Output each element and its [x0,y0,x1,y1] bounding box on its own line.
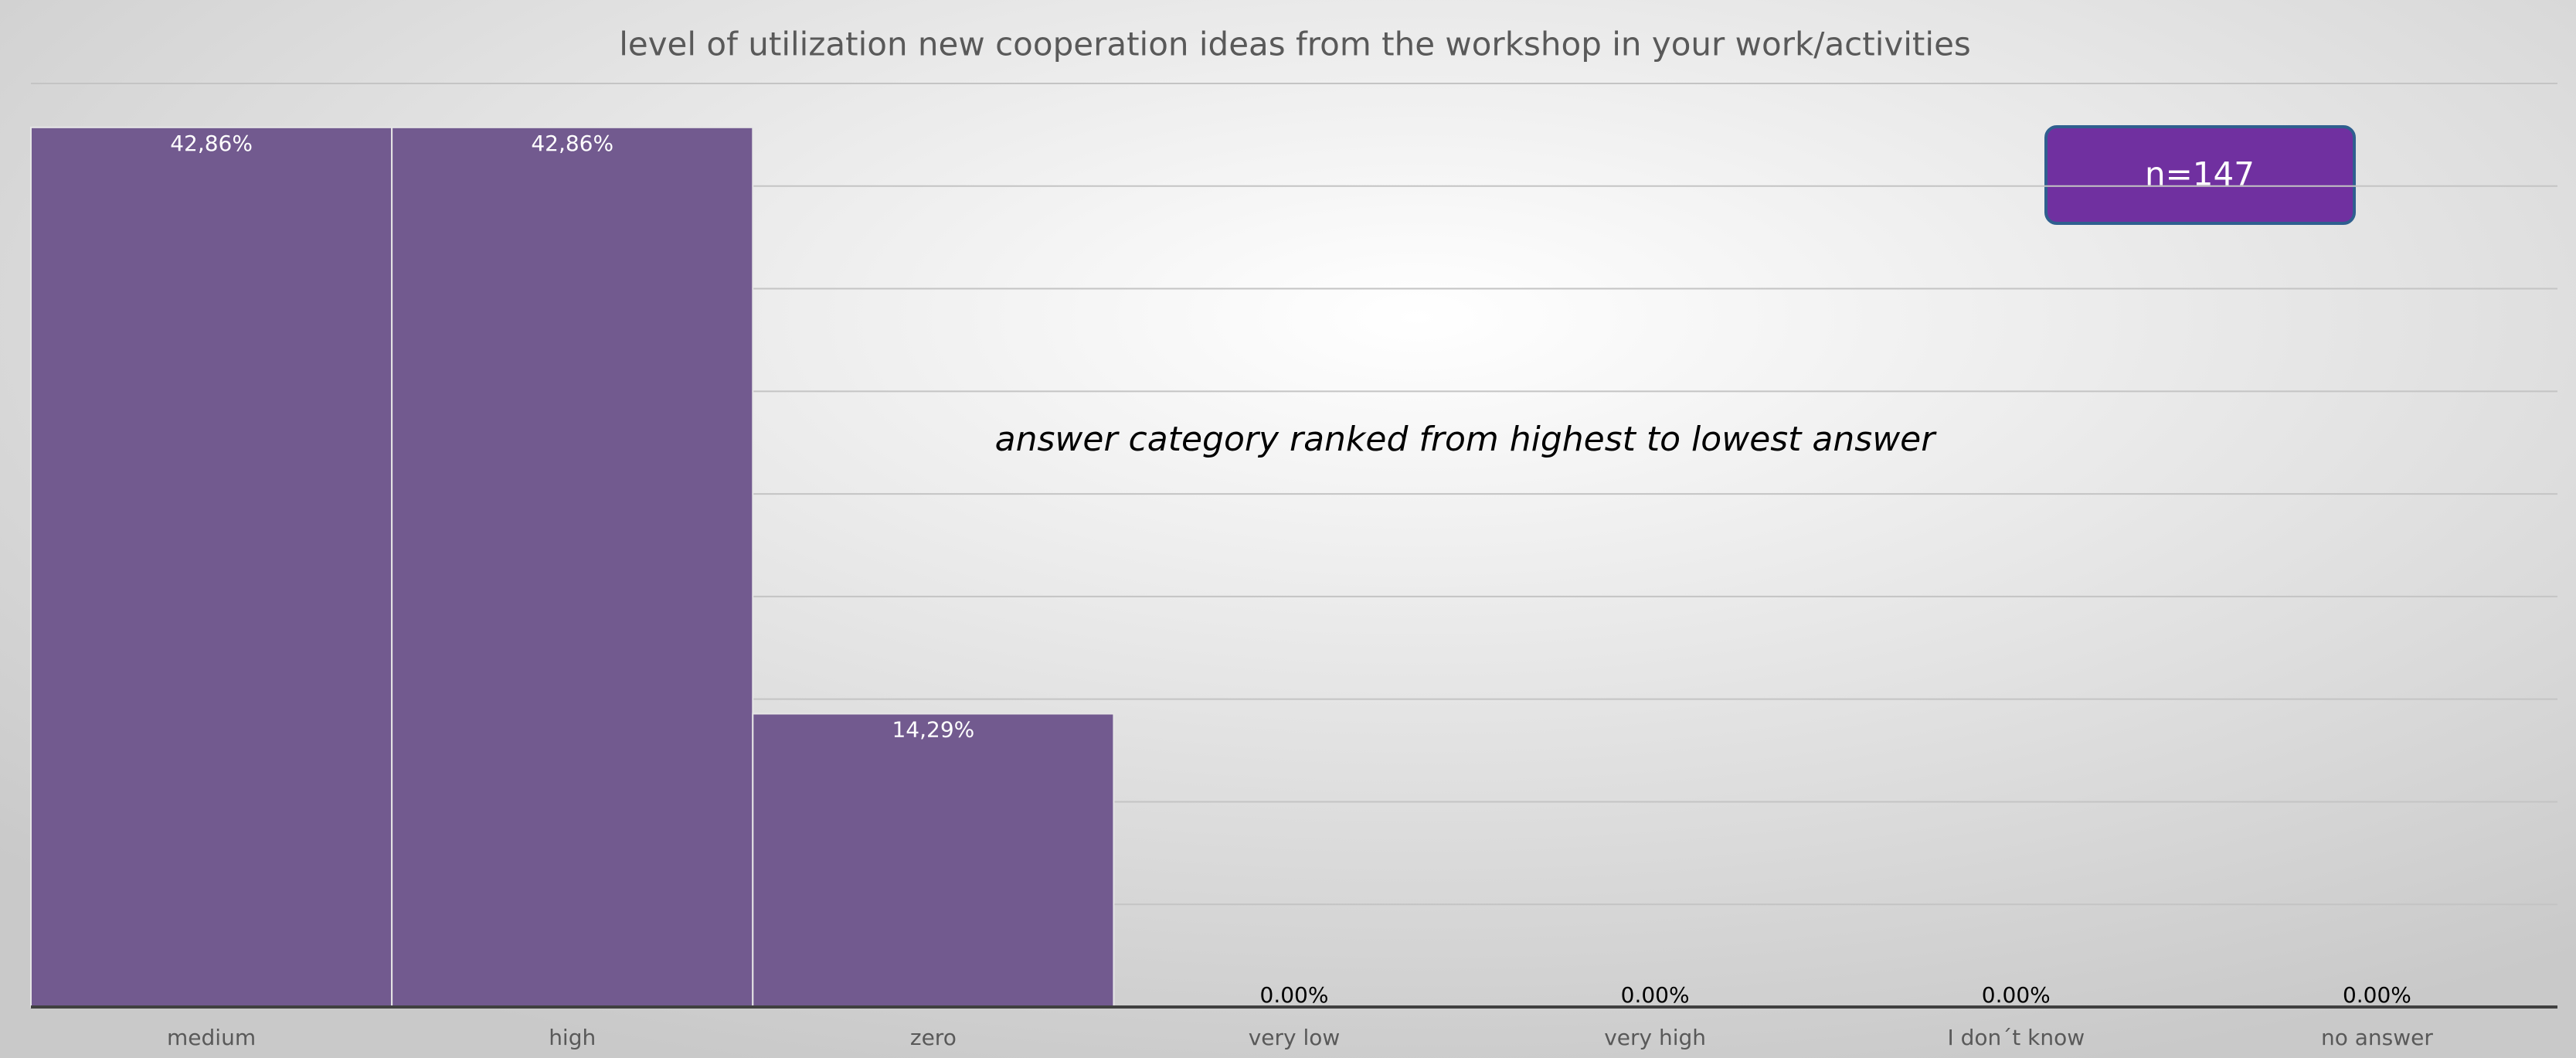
n-box [2044,125,2356,225]
value-label: 0.00% [1982,982,2051,1008]
value-label: 0.00% [1621,982,1690,1008]
value-label: 14,29% [892,717,974,743]
bar [391,126,754,1009]
bar [30,126,393,1009]
bar [752,713,1115,1008]
x-tick-label: zero [910,1025,957,1050]
value-label: 42,86% [531,131,613,156]
sample-size: n=147 [2145,155,2255,193]
value-label: 0.00% [2343,982,2411,1008]
x-tick-label: medium [167,1025,256,1050]
chart-title: level of utilization new cooperation ide… [619,26,1971,63]
x-tick-label: no answer [2321,1025,2433,1050]
value-label: 42,86% [170,131,253,156]
x-tick-label: very low [1249,1025,1341,1050]
x-tick-label: I don´t know [1947,1025,2085,1050]
value-label: 0.00% [1260,982,1329,1008]
x-tick-label: very high [1604,1025,1706,1050]
x-tick-label: high [549,1025,596,1050]
annotation: answer category ranked from highest to l… [995,420,1938,459]
